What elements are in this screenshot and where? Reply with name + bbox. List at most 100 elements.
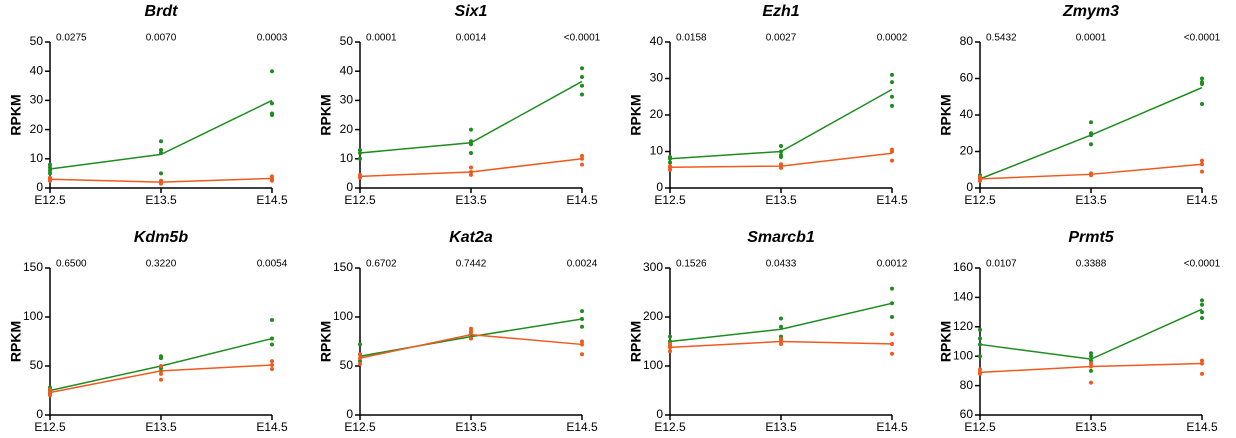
replicate-point bbox=[978, 370, 982, 375]
y-tick-label: 40 bbox=[340, 63, 354, 77]
x-tick-label: E13.5 bbox=[765, 420, 797, 434]
replicate-point bbox=[978, 336, 982, 341]
replicate-point bbox=[890, 341, 894, 346]
x-tick-label: E14.5 bbox=[1186, 193, 1218, 207]
replicate-point bbox=[358, 156, 362, 161]
replicate-point bbox=[270, 174, 274, 179]
replicate-point bbox=[48, 162, 52, 167]
replicate-point bbox=[469, 169, 473, 174]
replicate-point bbox=[1089, 364, 1093, 369]
replicate-point bbox=[1089, 358, 1093, 363]
p-value: 0.0107 bbox=[986, 259, 1017, 270]
y-tick-label: 120 bbox=[953, 319, 973, 333]
replicate-point bbox=[270, 111, 274, 116]
p-value: 0.6702 bbox=[366, 259, 397, 270]
panel-title: Ezh1 bbox=[762, 3, 799, 20]
p-value: 0.0001 bbox=[1076, 33, 1107, 44]
y-tick-label: 150 bbox=[333, 260, 353, 274]
x-tick-label: E14.5 bbox=[876, 420, 908, 434]
y-axis-label: RPKM bbox=[8, 321, 24, 362]
replicate-point bbox=[580, 162, 584, 167]
mean-line bbox=[669, 88, 893, 160]
p-value: 0.0433 bbox=[766, 259, 797, 270]
x-tick-label: E13.5 bbox=[765, 193, 797, 207]
replicate-point bbox=[270, 69, 274, 74]
replicate-point bbox=[358, 356, 362, 361]
p-value: <0.0001 bbox=[1184, 259, 1221, 270]
replicate-point bbox=[159, 377, 163, 382]
y-tick-label: 60 bbox=[960, 71, 974, 85]
replicate-point bbox=[1089, 361, 1093, 366]
y-tick-label: 140 bbox=[953, 290, 973, 304]
replicate-point bbox=[890, 351, 894, 356]
replicate-point bbox=[668, 349, 672, 354]
y-tick-label: 40 bbox=[960, 107, 974, 121]
replicate-point bbox=[668, 160, 672, 165]
y-axis-label: RPKM bbox=[318, 321, 334, 362]
replicate-point bbox=[580, 352, 584, 357]
replicate-point bbox=[1089, 131, 1093, 136]
p-value: 0.0001 bbox=[366, 33, 397, 44]
y-tick-label: 20 bbox=[340, 122, 354, 136]
x-tick-label: E12.5 bbox=[964, 193, 996, 207]
p-value: 0.3388 bbox=[1076, 259, 1107, 270]
p-value: <0.0001 bbox=[564, 33, 601, 44]
replicate-point bbox=[580, 75, 584, 80]
replicate-point bbox=[469, 329, 473, 334]
replicate-point bbox=[1200, 298, 1204, 303]
replicate-point bbox=[469, 139, 473, 144]
replicate-point bbox=[1089, 368, 1093, 373]
y-tick-label: 100 bbox=[333, 309, 353, 323]
replicate-point bbox=[159, 178, 163, 183]
replicate-point bbox=[48, 168, 52, 173]
replicate-point bbox=[580, 339, 584, 344]
replicate-point bbox=[890, 301, 894, 306]
replicate-point bbox=[890, 286, 894, 291]
p-value: 0.7442 bbox=[456, 259, 487, 270]
p-value: 0.1526 bbox=[676, 259, 707, 270]
replicate-point bbox=[469, 142, 473, 147]
panel-title: Brdt bbox=[145, 3, 179, 20]
x-tick-label: E12.5 bbox=[34, 420, 66, 434]
replicate-point bbox=[978, 354, 982, 359]
p-value: 0.0054 bbox=[257, 259, 288, 270]
replicate-point bbox=[668, 345, 672, 350]
replicate-point bbox=[270, 359, 274, 364]
replicate-point bbox=[1200, 158, 1204, 163]
replicate-point bbox=[1089, 351, 1093, 356]
replicate-point bbox=[580, 83, 584, 88]
replicate-point bbox=[668, 341, 672, 346]
x-tick-label: E14.5 bbox=[256, 420, 288, 434]
y-tick-label: 0 bbox=[346, 407, 353, 421]
y-tick-label: 80 bbox=[960, 34, 974, 48]
replicate-point bbox=[580, 316, 584, 321]
y-tick-label: 40 bbox=[650, 34, 664, 48]
replicate-point bbox=[1200, 80, 1204, 85]
replicate-point bbox=[270, 363, 274, 368]
y-tick-label: 150 bbox=[23, 260, 43, 274]
replicate-point bbox=[580, 66, 584, 71]
x-tick-label: E14.5 bbox=[566, 420, 598, 434]
y-tick-label: 50 bbox=[340, 358, 354, 372]
replicate-point bbox=[1200, 162, 1204, 167]
replicate-point bbox=[580, 156, 584, 161]
replicate-point bbox=[469, 172, 473, 177]
replicate-point bbox=[1200, 302, 1204, 307]
replicate-point bbox=[1200, 169, 1204, 174]
x-tick-label: E14.5 bbox=[876, 193, 908, 207]
y-tick-label: 100 bbox=[953, 348, 973, 362]
replicate-point bbox=[890, 103, 894, 108]
replicate-point bbox=[978, 175, 982, 180]
replicate-point bbox=[890, 158, 894, 163]
p-value: 0.0014 bbox=[456, 33, 487, 44]
y-tick-label: 0 bbox=[656, 180, 663, 194]
y-tick-label: 30 bbox=[650, 71, 664, 85]
x-tick-label: E13.5 bbox=[455, 193, 487, 207]
replicate-point bbox=[159, 139, 163, 144]
y-tick-label: 10 bbox=[650, 144, 664, 158]
p-value: 0.0012 bbox=[877, 259, 908, 270]
y-tick-label: 300 bbox=[643, 260, 663, 274]
replicate-point bbox=[890, 315, 894, 319]
replicate-point bbox=[358, 359, 362, 364]
p-value: 0.5432 bbox=[986, 33, 1017, 44]
